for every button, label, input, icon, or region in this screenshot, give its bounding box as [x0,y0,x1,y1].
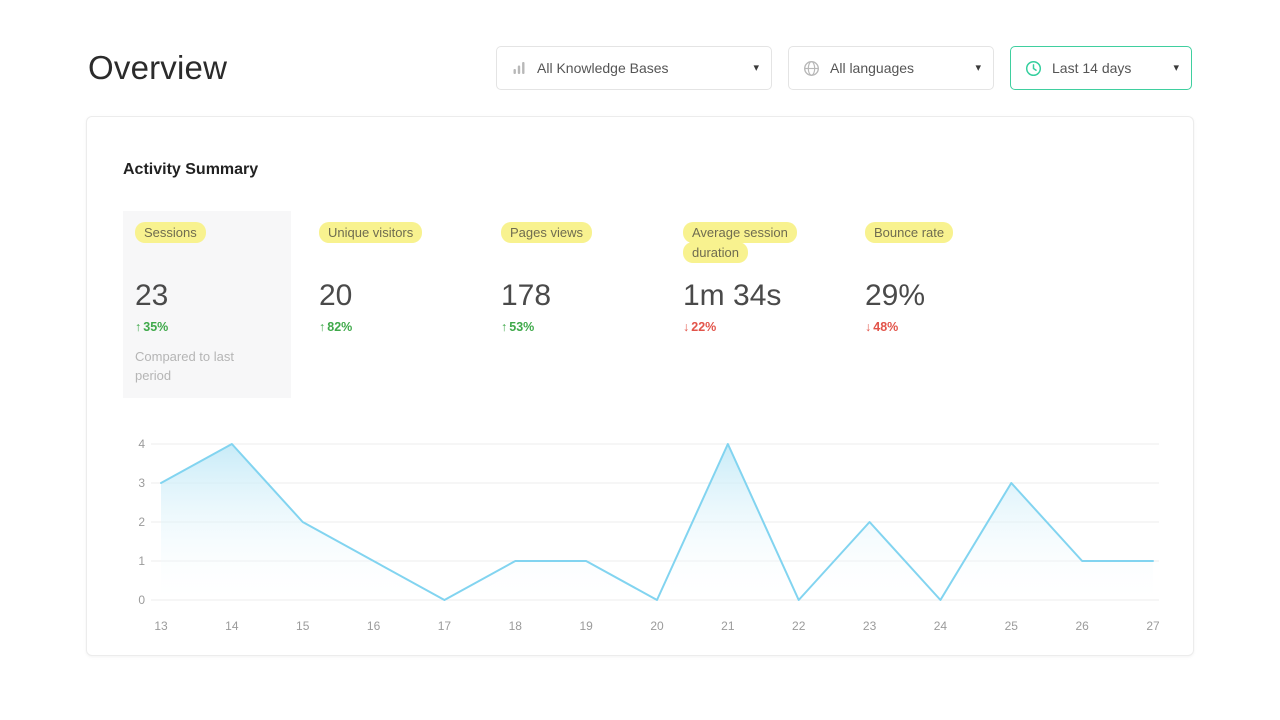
metrics-row: Sessions 23 ↑ 35% Compared to last period Uni… [123,211,1157,398]
chevron-down-icon: ▾ [1173,61,1179,74]
metric-label: Average session duration [683,222,797,263]
knowledge-base-icon [511,60,527,76]
svg-text:22: 22 [792,619,806,633]
metric-unique-visitors: Unique visitors 20 ↑ 82% [319,211,501,334]
svg-text:13: 13 [154,619,168,633]
svg-text:14: 14 [225,619,239,633]
metric-value: 29% [865,279,926,312]
svg-text:23: 23 [863,619,877,633]
svg-text:0: 0 [138,593,145,607]
metric-value: 178 [501,279,552,312]
metric-label-wrap: Sessions [135,222,265,271]
arrow-up-icon: ↑ [319,320,326,334]
activity-chart: 0 1 2 3 4 13 14 15 16 17 18 19 20 21 22 23 24 25 26 27 [123,432,1160,649]
page-header: Overview All Knowledge Bases ▾ [88,46,1192,90]
metric-label-wrap: Average session duration [683,222,813,271]
metric-label: Unique visitors [319,222,423,243]
filter-bar: All Knowledge Bases ▾ All languages ▾ [496,46,1192,90]
metric-note: Compared to last period [135,349,234,383]
metric-pages-views: Pages views 178 ↑ 53% [501,211,683,334]
page-title: Overview [88,49,228,86]
knowledge-bases-label: All Knowledge Bases [537,60,669,76]
chevron-down-icon: ▾ [753,61,759,74]
date-range-dropdown[interactable]: Last 14 days ▾ [1010,46,1192,90]
svg-text:25: 25 [1005,619,1019,633]
metric-label: Sessions [135,222,206,243]
chart-line [160,442,1154,601]
metric-delta: ↓ 22% [683,320,717,334]
knowledge-bases-dropdown[interactable]: All Knowledge Bases ▾ [496,46,772,90]
arrow-down-icon: ↓ [865,320,872,334]
date-range-label: Last 14 days [1052,60,1132,76]
metric-value: 23 [135,279,169,312]
metric-bounce-rate: Bounce rate 29% ↓ 48% [865,211,1047,334]
svg-text:17: 17 [438,619,452,633]
languages-label: All languages [830,60,915,76]
languages-dropdown[interactable]: All languages ▾ [788,46,994,90]
svg-text:20: 20 [650,619,664,633]
metric-label: Pages views [501,222,592,243]
metric-label-wrap: Pages views [501,222,631,271]
chart-y-labels: 0 1 2 3 4 [138,437,145,607]
chevron-down-icon: ▾ [975,61,981,74]
arrow-down-icon: ↓ [683,320,690,334]
metric-delta: ↑ 82% [319,320,353,334]
metric-average-session-duration: Average session duration 1m 34s ↓ 22% [683,211,865,334]
metric-value: 20 [319,279,353,312]
svg-text:4: 4 [138,437,145,451]
svg-text:16: 16 [367,619,381,633]
metric-label: Bounce rate [865,222,954,243]
svg-text:2: 2 [138,515,145,529]
clock-icon [1025,60,1042,77]
svg-text:19: 19 [579,619,593,633]
svg-text:15: 15 [296,619,310,633]
svg-text:18: 18 [509,619,523,633]
metric-delta: ↑ 53% [501,320,535,334]
arrow-up-icon: ↑ [501,320,508,334]
metric-delta: ↓ 48% [865,320,899,334]
arrow-up-icon: ↑ [135,320,142,334]
globe-icon [803,60,820,77]
svg-text:26: 26 [1075,619,1089,633]
activity-summary-title: Activity Summary [123,161,259,178]
svg-text:24: 24 [934,619,948,633]
svg-text:1: 1 [138,554,145,568]
svg-text:27: 27 [1146,619,1159,633]
metric-label-wrap: Unique visitors [319,222,449,271]
svg-text:21: 21 [721,619,735,633]
svg-text:3: 3 [138,476,145,490]
activity-summary-card: Activity Summary Sessions 23 ↑ 35% Compared … [86,116,1194,656]
metric-value: 1m 34s [683,279,782,312]
metric-delta: ↑ 35% [135,320,169,334]
metric-sessions: Sessions 23 ↑ 35% Compared to last period [123,211,291,398]
metric-label-wrap: Bounce rate [865,222,995,271]
chart-x-labels: 13 14 15 16 17 18 19 20 21 22 23 24 25 26 27 [154,619,1160,633]
